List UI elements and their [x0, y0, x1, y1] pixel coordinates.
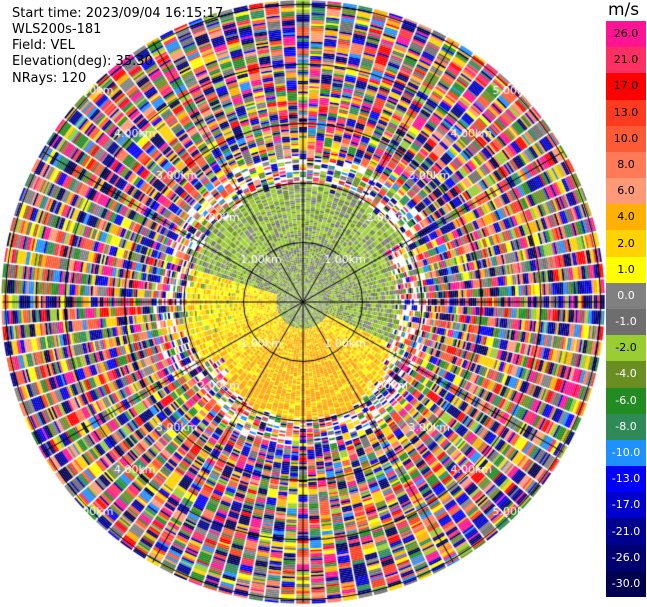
colorbar-segment — [606, 361, 646, 389]
colorbar-tick-label: -1.0 — [615, 315, 637, 329]
colorbar-tick-label: 1.0 — [617, 262, 635, 276]
colorbar-tick-label: 13.0 — [613, 105, 639, 119]
colorbar-segment — [606, 570, 646, 598]
colorbar-segment — [606, 47, 646, 74]
colorbar-segment — [606, 466, 646, 493]
colorbar-segment — [606, 230, 646, 258]
colorbar-tick-label: 6.0 — [617, 184, 635, 198]
colorbar-segment — [606, 387, 646, 415]
ppi-scan-plot — [0, 0, 606, 607]
nrays-label: NRays: 120 — [12, 71, 87, 86]
colorbar-segment — [606, 21, 646, 48]
colorbar-tick-label: 8.0 — [617, 158, 635, 171]
colorbar-tick-label: 0.0 — [617, 288, 635, 302]
colorbar-segment — [606, 73, 646, 101]
site-label: WLS200s-181 — [12, 22, 102, 37]
colorbar-tick-label: -26.0 — [611, 550, 641, 564]
colorbar-tick-label: -30.0 — [611, 576, 641, 590]
colorbar-tick-label: 10.0 — [613, 131, 639, 145]
colorbar-segment — [606, 309, 646, 336]
colorbar-tick-label: -6.0 — [615, 393, 637, 407]
colorbar-tick-label: 26.0 — [613, 27, 639, 41]
colorbar-segment — [606, 204, 646, 231]
colorbar-tick-label: 21.0 — [613, 53, 639, 67]
colorbar-tick-label: -13.0 — [611, 472, 641, 486]
colorbar-segment — [606, 151, 646, 179]
colorbar-tick-label: 4.0 — [617, 210, 635, 224]
colorbar-segment — [606, 439, 646, 467]
colorbar-segment — [606, 544, 646, 572]
colorbar-segment — [606, 282, 646, 310]
colorbar-segment — [606, 99, 646, 127]
colorbar-tick-label: -2.0 — [615, 341, 637, 355]
colorbar-unit: m/s — [608, 0, 640, 20]
colorbar-tick-label: 17.0 — [613, 79, 639, 93]
colorbar-tick-label: 2.0 — [617, 236, 635, 250]
colorbar — [606, 21, 646, 598]
colorbar-tick-label: -17.0 — [611, 498, 641, 512]
colorbar-segment — [606, 413, 646, 441]
colorbar-tick-label: -21.0 — [611, 524, 641, 538]
colorbar-segment — [606, 256, 646, 284]
colorbar-tick-label: -4.0 — [615, 367, 637, 381]
colorbar-tick-label: -8.0 — [615, 419, 637, 433]
colorbar-segment — [606, 518, 646, 546]
field-label: Field: VEL — [12, 38, 75, 53]
colorbar-segment — [606, 125, 646, 153]
colorbar-segment — [606, 335, 646, 362]
elevation-label: Elevation(deg): 35.30 — [12, 54, 153, 69]
start-time-label: Start time: 2023/09/04 16:15:17 — [12, 6, 224, 21]
colorbar-segment — [606, 492, 646, 519]
colorbar-segment — [606, 178, 646, 205]
colorbar-tick-label: -10.0 — [611, 446, 641, 459]
